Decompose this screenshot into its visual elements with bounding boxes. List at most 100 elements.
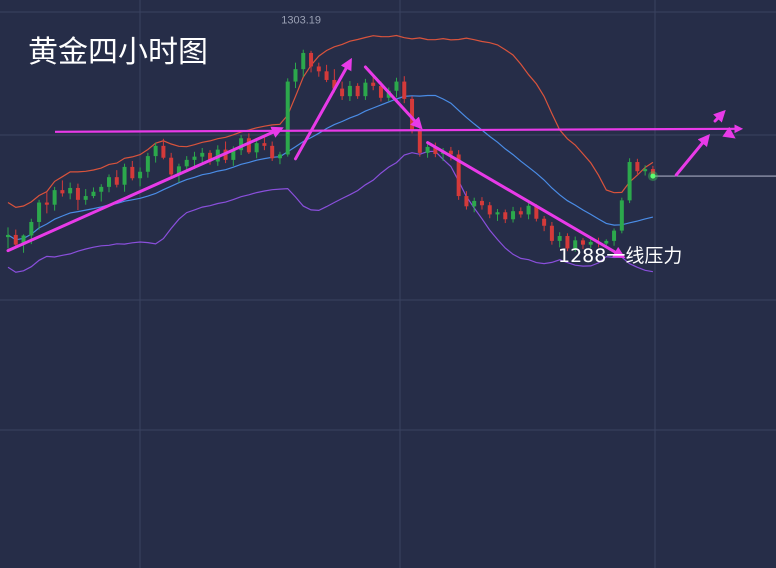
candle-body — [456, 154, 461, 197]
candle — [526, 203, 531, 220]
candle — [200, 148, 205, 165]
candle-body — [511, 211, 516, 220]
candle — [448, 146, 453, 161]
candle-body — [29, 221, 34, 236]
last-price-dot — [650, 173, 656, 179]
candle — [433, 142, 438, 158]
candle-body — [161, 145, 166, 158]
candle-body — [448, 150, 453, 155]
candle-body — [340, 88, 345, 97]
candle — [301, 49, 306, 77]
candle-body — [542, 218, 547, 226]
candle-body — [309, 52, 314, 67]
candle — [456, 150, 461, 200]
candle — [363, 78, 368, 100]
candle-body — [332, 79, 337, 89]
candle-body — [612, 230, 617, 241]
candle-body — [277, 154, 282, 159]
uptrend-arrow-2 — [293, 57, 352, 161]
candle — [643, 165, 648, 176]
candle-body — [246, 138, 251, 153]
candle-body — [549, 225, 554, 241]
candle-body — [130, 166, 135, 179]
candle-body — [378, 85, 383, 98]
candle — [635, 158, 640, 174]
candle-body — [526, 205, 531, 215]
overlays — [6, 57, 776, 259]
candle-body — [208, 152, 213, 162]
candle-body — [479, 200, 484, 206]
candle — [588, 238, 593, 248]
candle — [619, 197, 624, 234]
candle-body — [68, 187, 73, 194]
candle-body — [60, 190, 65, 194]
candle-body — [301, 52, 306, 70]
candle — [612, 228, 617, 246]
candle-body — [565, 236, 570, 249]
candle-body — [425, 146, 430, 153]
candle — [557, 232, 562, 248]
candle — [495, 209, 500, 221]
upper-band-line — [7, 34, 654, 209]
candle — [6, 227, 10, 249]
candle — [277, 151, 282, 165]
candle-body — [52, 190, 57, 205]
candle-body — [410, 98, 415, 131]
candle-body — [417, 130, 422, 153]
candle — [542, 216, 547, 232]
uptrend-arrow-1 — [6, 126, 284, 253]
candle — [402, 76, 407, 104]
candle-body — [21, 235, 26, 245]
candle-body — [627, 162, 632, 201]
candle — [324, 64, 329, 83]
candle-body — [107, 177, 112, 187]
candle-body — [635, 162, 640, 172]
candle — [145, 152, 150, 178]
candle-body — [518, 211, 523, 215]
candle-body — [557, 236, 562, 241]
candle-body — [588, 241, 593, 245]
candle — [565, 233, 570, 252]
candle-body — [433, 146, 438, 154]
candle — [114, 170, 119, 188]
candle-body — [114, 177, 119, 185]
projection-arrow-2 — [713, 109, 726, 123]
candle-body — [503, 212, 508, 220]
candle-body — [285, 81, 290, 155]
candle — [184, 156, 189, 171]
candle — [91, 187, 96, 199]
candle-body — [650, 169, 655, 177]
candle-body — [83, 196, 88, 200]
candle — [394, 77, 399, 98]
candle — [479, 197, 484, 210]
chart-title: 黄金四小时图 — [28, 35, 208, 70]
candle — [107, 174, 112, 193]
candle — [549, 221, 554, 245]
candle-body — [37, 202, 42, 222]
candle-body — [472, 200, 477, 207]
resistance-annotation: 1288一线压力 — [558, 245, 682, 267]
candle-body — [254, 143, 259, 153]
candle — [518, 207, 523, 218]
candle — [262, 136, 267, 151]
candle-body — [371, 82, 376, 86]
candles — [6, 49, 655, 253]
candle-body — [580, 240, 585, 245]
candle — [52, 186, 57, 211]
candle — [573, 236, 578, 252]
candle-body — [402, 81, 407, 99]
candle-body — [153, 145, 158, 157]
candle — [99, 184, 104, 202]
candle — [340, 81, 345, 100]
candle — [161, 138, 166, 160]
candle — [285, 78, 290, 157]
candle-body — [262, 143, 267, 146]
candle-body — [495, 212, 500, 215]
candle-body — [573, 240, 578, 249]
candle — [627, 158, 632, 204]
candle — [169, 152, 174, 178]
candle-body — [316, 66, 321, 72]
